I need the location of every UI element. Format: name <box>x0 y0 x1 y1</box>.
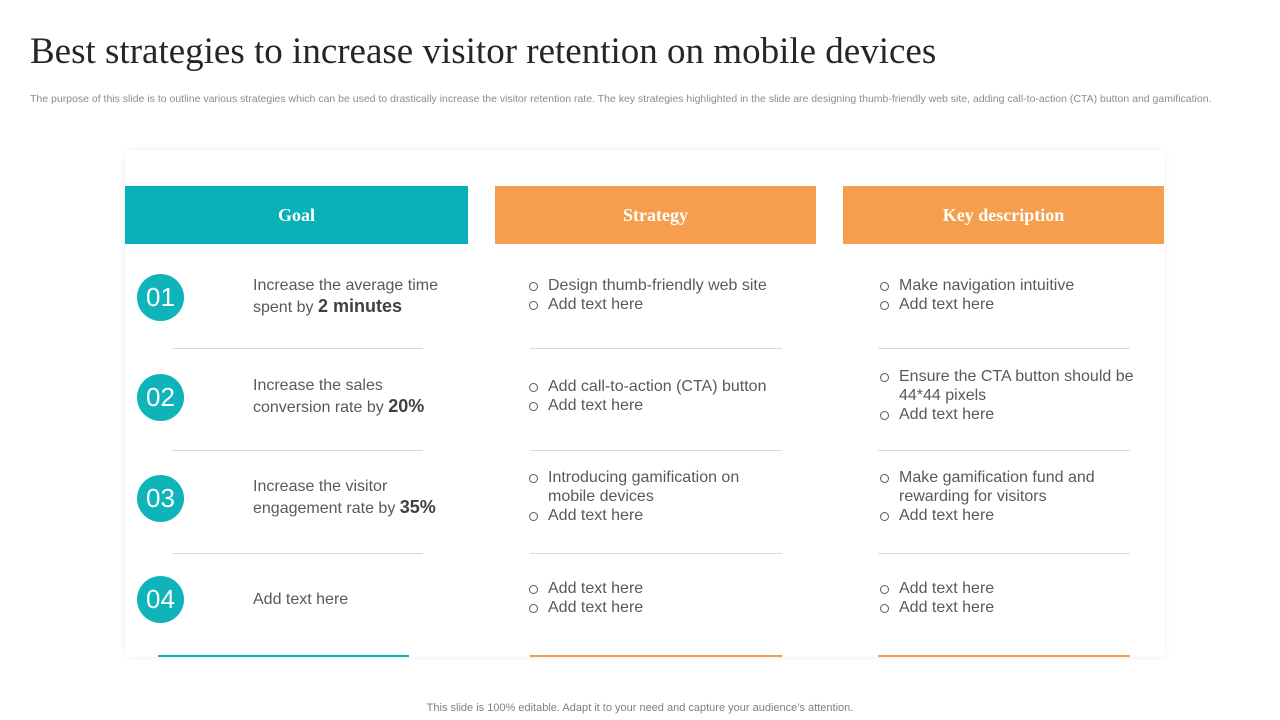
slide-subtitle: The purpose of this slide is to outline … <box>30 93 1212 105</box>
strategy-item-text: Add call-to-action (CTA) button <box>548 378 767 395</box>
strategy-list: Add call-to-action (CTA) button Add text… <box>529 377 784 415</box>
key-description-list: Ensure the CTA button should be 44*44 pi… <box>880 367 1135 424</box>
key-description-item: Add text here <box>880 579 1135 598</box>
strategy-list: Introducing gamification on mobile devic… <box>529 468 784 525</box>
key-description-item-text: Add text here <box>899 599 995 616</box>
key-description-bottom-accent <box>878 655 1130 657</box>
key-description-list: Add text here Add text here <box>880 579 1135 617</box>
strategy-item: Introducing gamification on mobile devic… <box>529 468 784 506</box>
footer-note: This slide is 100% editable. Adapt it to… <box>426 702 854 714</box>
goal-text: Add text here <box>253 588 463 610</box>
row-divider <box>878 348 1130 349</box>
circle-bullet-icon <box>880 411 889 420</box>
key-description-item: Make navigation intuitive <box>880 276 1135 295</box>
strategy-header: Strategy <box>495 186 816 244</box>
key-description-item-text: Add text here <box>899 507 995 524</box>
strategy-bottom-accent <box>530 655 782 657</box>
goal-highlight: 2 minutes <box>317 296 402 316</box>
row-divider <box>530 553 782 554</box>
circle-bullet-icon <box>529 585 538 594</box>
goal-text: Increase the visitor engagement rate by … <box>253 476 463 519</box>
row-number-badge: 01 <box>137 274 184 321</box>
strategy-item: Add text here <box>529 598 784 617</box>
key-description-item: Add text here <box>880 598 1135 617</box>
circle-bullet-icon <box>880 604 889 613</box>
goal-bottom-accent <box>158 655 409 657</box>
strategy-item-text: Add text here <box>548 580 644 597</box>
circle-bullet-icon <box>529 282 538 291</box>
strategy-item: Design thumb-friendly web site <box>529 276 784 295</box>
strategy-item: Add text here <box>529 579 784 598</box>
goal-text-body: Increase the sales conversion rate by <box>253 377 389 416</box>
row-divider <box>530 450 782 451</box>
strategy-item: Add text here <box>529 506 784 525</box>
key-description-list: Make navigation intuitive Add text here <box>880 276 1135 314</box>
strategy-item-text: Introducing gamification on mobile devic… <box>548 469 740 505</box>
row-divider <box>172 553 423 554</box>
row-divider <box>530 348 782 349</box>
circle-bullet-icon <box>880 474 889 483</box>
slide-title: Best strategies to increase visitor rete… <box>30 31 937 72</box>
goal-text-body: Increase the average time spent by <box>253 277 438 316</box>
strategy-item-text: Add text here <box>548 507 644 524</box>
row-number-badge: 04 <box>137 576 184 623</box>
key-description-item-text: Make gamification fund and rewarding for… <box>899 469 1095 505</box>
row-number-badge: 02 <box>137 374 184 421</box>
goal-text: Increase the average time spent by 2 min… <box>253 275 463 318</box>
strategy-item: Add text here <box>529 396 784 415</box>
goal-text-body: Increase the visitor engagement rate by <box>253 478 400 517</box>
key-description-item: Add text here <box>880 405 1135 424</box>
key-description-item: Add text here <box>880 506 1135 525</box>
circle-bullet-icon <box>529 301 538 310</box>
circle-bullet-icon <box>880 282 889 291</box>
strategy-list: Add text here Add text here <box>529 579 784 617</box>
key-description-list: Make gamification fund and rewarding for… <box>880 468 1135 525</box>
key-description-item-text: Ensure the CTA button should be 44*44 pi… <box>899 368 1134 404</box>
circle-bullet-icon <box>880 585 889 594</box>
goal-highlight: 35% <box>399 497 436 517</box>
circle-bullet-icon <box>880 512 889 521</box>
strategy-item: Add call-to-action (CTA) button <box>529 377 784 396</box>
row-divider <box>172 348 423 349</box>
row-divider <box>172 450 423 451</box>
circle-bullet-icon <box>529 474 538 483</box>
strategy-item-text: Add text here <box>548 599 644 616</box>
strategy-item-text: Add text here <box>548 296 644 313</box>
key-description-item: Add text here <box>880 295 1135 314</box>
row-divider <box>878 450 1130 451</box>
goal-header: Goal <box>125 186 468 244</box>
key-description-item-text: Add text here <box>899 580 995 597</box>
circle-bullet-icon <box>880 373 889 382</box>
goal-text: Increase the sales conversion rate by 20… <box>253 375 463 418</box>
row-number-badge: 03 <box>137 475 184 522</box>
circle-bullet-icon <box>529 604 538 613</box>
strategy-item-text: Add text here <box>548 397 644 414</box>
circle-bullet-icon <box>880 301 889 310</box>
strategy-item-text: Design thumb-friendly web site <box>548 277 767 294</box>
key-description-header: Key description <box>843 186 1164 244</box>
key-description-item-text: Make navigation intuitive <box>899 277 1075 294</box>
key-description-item: Ensure the CTA button should be 44*44 pi… <box>880 367 1135 405</box>
key-description-item-text: Add text here <box>899 406 995 423</box>
circle-bullet-icon <box>529 402 538 411</box>
strategy-item: Add text here <box>529 295 784 314</box>
row-divider <box>878 553 1130 554</box>
strategy-list: Design thumb-friendly web site Add text … <box>529 276 784 314</box>
key-description-item: Make gamification fund and rewarding for… <box>880 468 1135 506</box>
goal-highlight: 20% <box>388 396 425 416</box>
key-description-item-text: Add text here <box>899 296 995 313</box>
goal-text-body: Add text here <box>253 591 349 608</box>
circle-bullet-icon <box>529 383 538 392</box>
circle-bullet-icon <box>529 512 538 521</box>
